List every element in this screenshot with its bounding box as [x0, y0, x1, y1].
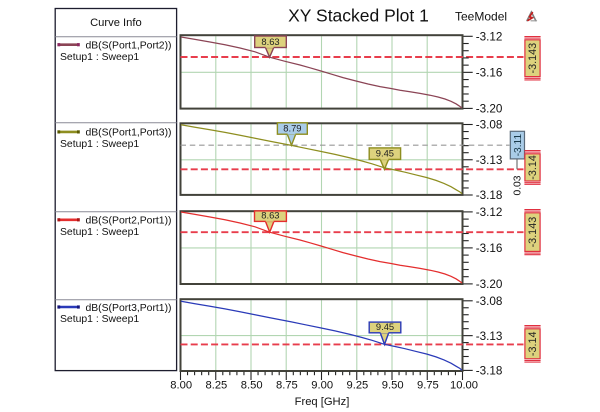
svg-text:9.50: 9.50 — [382, 380, 404, 392]
svg-text:-3.16: -3.16 — [476, 242, 503, 255]
svg-text:9.45: 9.45 — [376, 148, 394, 159]
svg-text:9.25: 9.25 — [347, 380, 369, 392]
svg-text:-3.20: -3.20 — [476, 278, 503, 291]
svg-text:-3.18: -3.18 — [476, 189, 503, 202]
svg-text:8.75: 8.75 — [276, 380, 298, 392]
svg-text:-3.143: -3.143 — [527, 217, 539, 248]
svg-text:Curve Info: Curve Info — [90, 17, 142, 29]
svg-text:Setup1 : Sweep1: Setup1 : Sweep1 — [60, 227, 139, 238]
svg-text:-3.12: -3.12 — [476, 206, 503, 219]
svg-text:Setup1 : Sweep1: Setup1 : Sweep1 — [60, 314, 139, 325]
svg-text:Setup1 : Sweep1: Setup1 : Sweep1 — [60, 52, 139, 63]
svg-text:-3.18: -3.18 — [476, 365, 503, 378]
svg-text:9.00: 9.00 — [311, 380, 333, 392]
svg-text:-3.143: -3.143 — [527, 43, 539, 74]
svg-text:TeeModel: TeeModel — [455, 10, 507, 24]
svg-text:XY Stacked Plot 1: XY Stacked Plot 1 — [288, 6, 429, 26]
svg-text:-3.11: -3.11 — [513, 134, 524, 157]
svg-text:-3.08: -3.08 — [476, 119, 503, 132]
svg-text:dB(S(Port3,Port1)): dB(S(Port3,Port1)) — [85, 303, 171, 314]
svg-text:10.00: 10.00 — [450, 380, 478, 392]
svg-text:-3.16: -3.16 — [476, 67, 503, 80]
svg-text:dB(S(Port1,Port2)): dB(S(Port1,Port2)) — [85, 41, 171, 52]
svg-text:8.25: 8.25 — [206, 380, 228, 392]
svg-text:8.79: 8.79 — [283, 123, 301, 134]
svg-text:-3.12: -3.12 — [476, 31, 503, 44]
svg-text:-3.14: -3.14 — [527, 331, 539, 356]
svg-text:8.63: 8.63 — [261, 36, 279, 47]
svg-text:-3.13: -3.13 — [476, 154, 503, 167]
svg-text:9.75: 9.75 — [417, 380, 439, 392]
svg-text:9.45: 9.45 — [376, 321, 394, 332]
svg-text:0.03: 0.03 — [513, 175, 524, 195]
svg-text:dB(S(Port1,Port3)): dB(S(Port1,Port3)) — [85, 128, 171, 139]
svg-text:-3.20: -3.20 — [476, 103, 503, 116]
svg-text:Freq [GHz]: Freq [GHz] — [295, 396, 350, 408]
svg-text:8.63: 8.63 — [261, 210, 279, 221]
svg-text:-3.13: -3.13 — [476, 330, 503, 343]
svg-text:8.00: 8.00 — [170, 380, 192, 392]
svg-text:dB(S(Port2,Port1)): dB(S(Port2,Port1)) — [85, 216, 171, 227]
svg-text:8.50: 8.50 — [241, 380, 263, 392]
svg-text:-3.14: -3.14 — [527, 155, 539, 180]
svg-text:Setup1 : Sweep1: Setup1 : Sweep1 — [60, 139, 139, 150]
svg-text:-3.08: -3.08 — [476, 295, 503, 308]
